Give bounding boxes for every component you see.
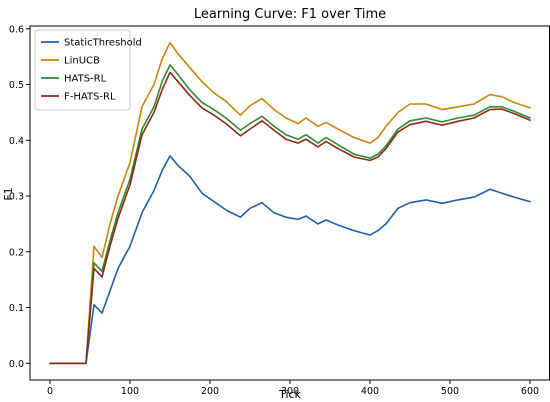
legend-box (34, 29, 131, 111)
series-layer (49, 41, 531, 365)
x-tick-label: 600 (521, 386, 539, 397)
legend-label-1: LinUCB (64, 56, 100, 67)
y-tick-label: 0.5 (9, 80, 24, 91)
y-tick-label: 0.4 (9, 136, 24, 147)
y-axis-label: F1 (2, 187, 15, 200)
y-tick-label: 0.6 (9, 24, 24, 35)
chart-title: Learning Curve: F1 over Time (194, 7, 386, 22)
y-tick-label: 0.0 (9, 359, 24, 370)
x-tick-label: 500 (441, 386, 459, 397)
x-tick-label: 300 (281, 386, 299, 397)
y-tick-label: 0.2 (9, 247, 24, 258)
x-tick-label: 200 (201, 386, 219, 397)
x-axis-label: Tick (278, 388, 301, 401)
series-line-3 (49, 71, 531, 365)
legend-label-3: F-HATS-RL (64, 92, 116, 103)
series-line-2 (49, 64, 531, 365)
legend-label-2: HATS-RL (64, 74, 107, 85)
x-tick-label: 100 (121, 386, 139, 397)
x-tick-label: 0 (47, 386, 53, 397)
axes-layer: 0 100 200 300 400 500 600 0.0 0.1 0.2 0.3 0.4 0.5 0.6 (9, 24, 550, 397)
y-tick-label: 0.3 (9, 192, 24, 203)
x-tick-label: 400 (361, 386, 379, 397)
y-tick-label: 0.1 (9, 303, 24, 314)
series-line-0 (49, 155, 531, 365)
legend: StaticThreshold LinUCB HATS-RL F-HATS-RL (34, 29, 142, 111)
series-line-1 (49, 41, 531, 365)
legend-label-0: StaticThreshold (64, 38, 142, 49)
